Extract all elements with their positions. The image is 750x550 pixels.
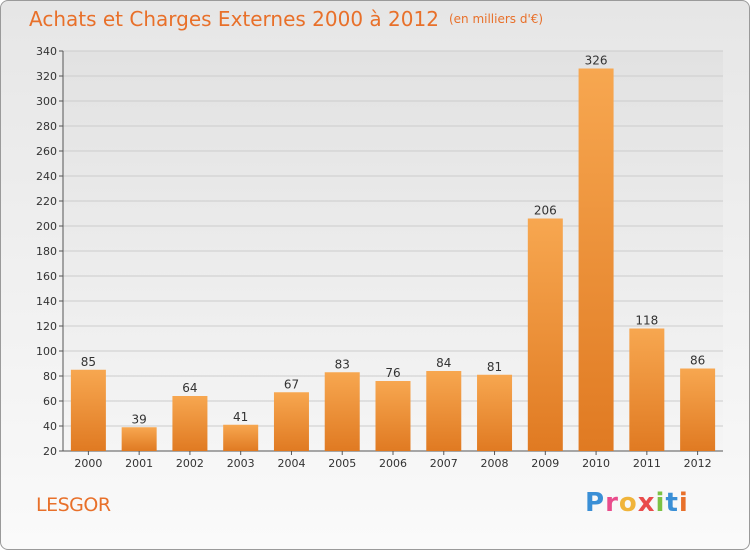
data-label: 67: [284, 377, 299, 391]
bar: [477, 374, 513, 451]
data-label: 84: [436, 356, 451, 370]
x-tick-label: 2003: [227, 457, 255, 470]
bar: [578, 68, 614, 451]
y-tick-label: 20: [43, 445, 57, 458]
y-tick-label: 300: [36, 95, 57, 108]
x-tick-label: 2001: [125, 457, 153, 470]
x-tick-label: 2006: [379, 457, 407, 470]
x-tick-label: 2011: [633, 457, 661, 470]
y-tick-label: 140: [36, 295, 57, 308]
y-tick-label: 60: [43, 395, 57, 408]
bar: [426, 371, 462, 451]
x-tick-label: 2005: [328, 457, 356, 470]
logo-letter: r: [605, 488, 619, 518]
data-label: 64: [182, 381, 197, 395]
bar: [172, 396, 208, 451]
y-tick-label: 180: [36, 245, 57, 258]
logo-letter: t: [665, 488, 679, 518]
bar: [324, 372, 360, 451]
bar: [223, 424, 259, 451]
x-tick-label: 2002: [176, 457, 204, 470]
x-tick-label: 2007: [430, 457, 458, 470]
logo-letter: i: [655, 488, 666, 518]
bar: [375, 381, 411, 451]
logo-letter: o: [618, 488, 638, 518]
data-label: 326: [585, 54, 608, 68]
y-tick-label: 200: [36, 220, 57, 233]
y-tick-label: 260: [36, 145, 57, 158]
data-label: 86: [690, 354, 705, 368]
data-label: 39: [132, 412, 147, 426]
proxiti-logo: Proxiti: [585, 488, 689, 518]
bar: [629, 328, 665, 451]
bar: [527, 218, 563, 451]
data-label: 83: [335, 357, 350, 371]
x-tick-label: 2012: [684, 457, 712, 470]
x-tick-label: 2009: [531, 457, 559, 470]
y-tick-label: 320: [36, 70, 57, 83]
bar: [70, 369, 106, 451]
x-tick-label: 2004: [277, 457, 305, 470]
bar: [680, 368, 716, 451]
data-label: 118: [635, 314, 658, 328]
x-tick-label: 2008: [481, 457, 509, 470]
y-tick-label: 120: [36, 320, 57, 333]
logo-letter: i: [678, 488, 689, 518]
chart-title: Achats et Charges Externes 2000 à 2012 (e…: [29, 7, 543, 31]
y-tick-label: 340: [36, 45, 57, 58]
unit-note: (en milliers d'€): [448, 12, 544, 26]
logo-letter: P: [585, 488, 606, 518]
data-label: 85: [81, 355, 96, 369]
x-tick-label: 2000: [74, 457, 102, 470]
logo-letter: x: [637, 488, 656, 518]
y-tick-label: 40: [43, 420, 57, 433]
bar: [121, 427, 157, 451]
x-tick-label: 2010: [582, 457, 610, 470]
data-label: 206: [534, 204, 557, 218]
data-label: 41: [233, 410, 248, 424]
y-tick-label: 100: [36, 345, 57, 358]
y-tick-label: 80: [43, 370, 57, 383]
y-tick-label: 280: [36, 120, 57, 133]
title-text: Achats et Charges Externes 2000 à 2012: [29, 7, 439, 31]
y-tick-label: 160: [36, 270, 57, 283]
commune-name: LESGOR: [36, 494, 111, 516]
y-tick-label: 240: [36, 170, 57, 183]
bar: [273, 392, 309, 451]
y-tick-label: 220: [36, 195, 57, 208]
data-label: 81: [487, 360, 502, 374]
data-label: 76: [385, 366, 400, 380]
